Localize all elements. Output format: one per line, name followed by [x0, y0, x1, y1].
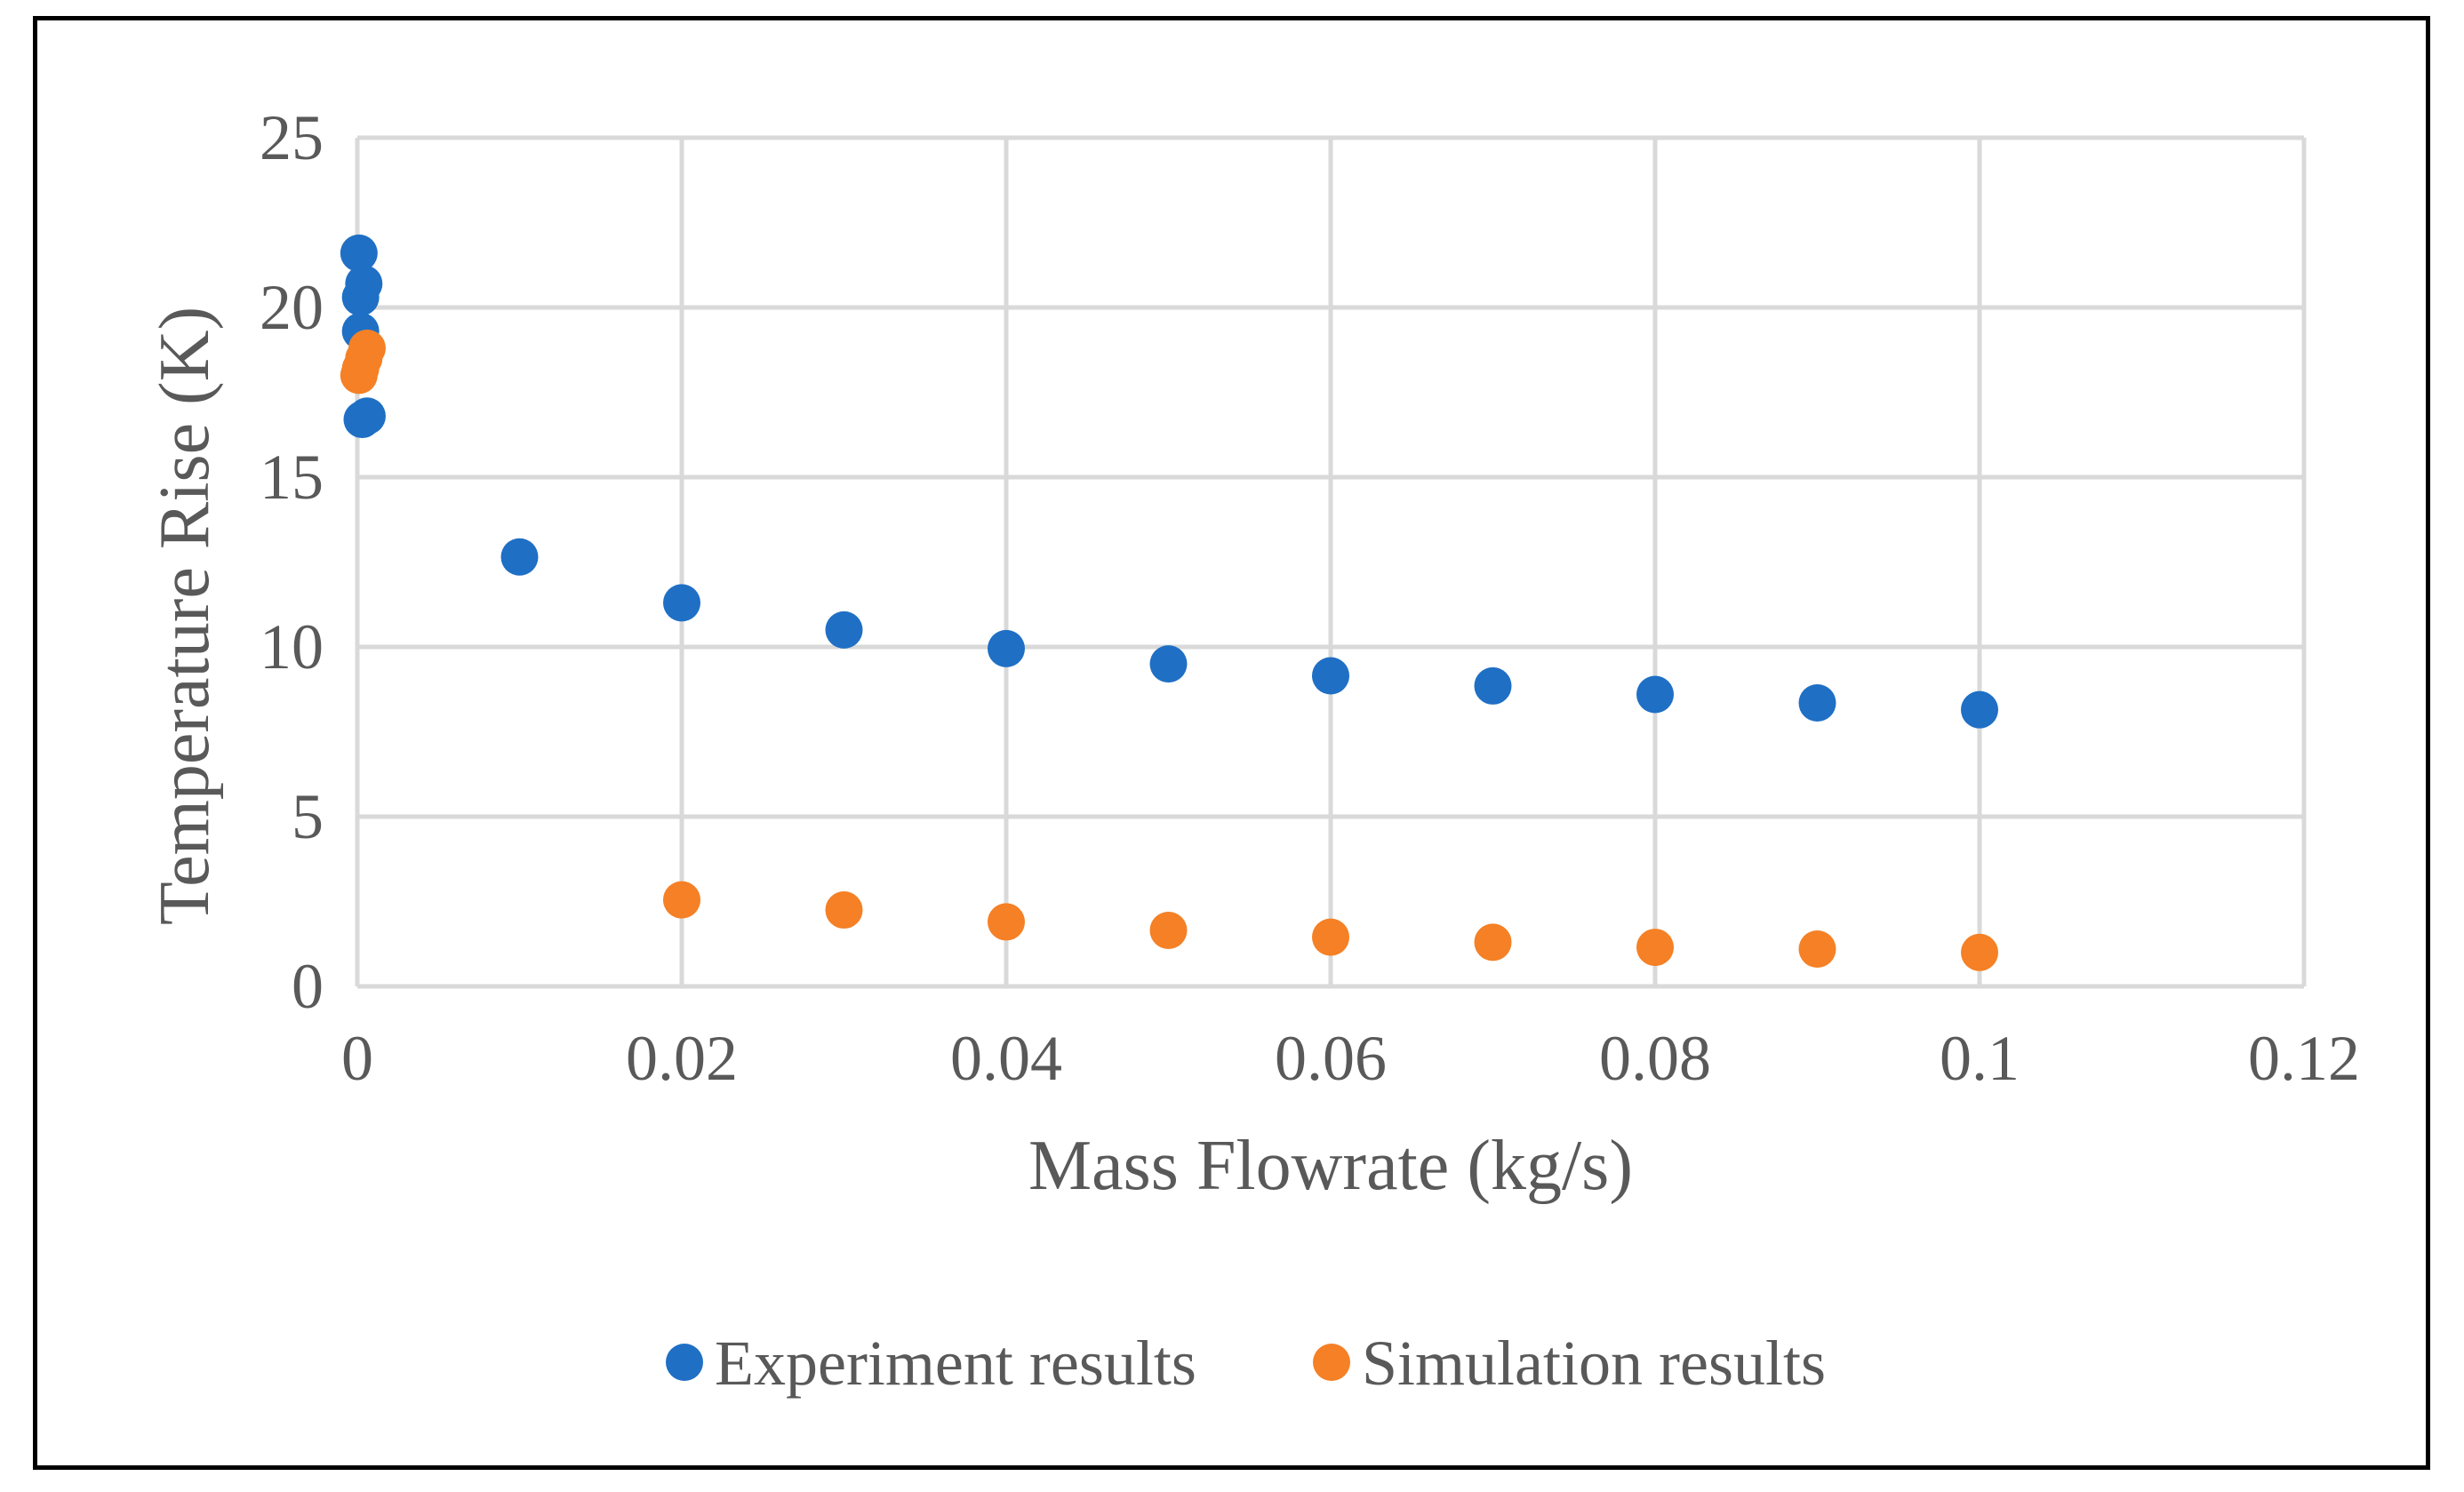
experiment-point [341, 278, 380, 316]
experiment-point [1798, 684, 1836, 722]
y-axis-title: Temperature Rise (K) [146, 307, 224, 925]
y-tick-label: 20 [260, 272, 324, 343]
experiment-point [825, 610, 863, 649]
experiment-point [1961, 690, 1998, 729]
simulation-point [1312, 918, 1349, 956]
x-axis-title: Mass Flowrate (kg/s) [1028, 1127, 1633, 1205]
y-tick-label: 10 [260, 611, 324, 682]
experiment-point [988, 629, 1025, 667]
simulation-point [1149, 911, 1188, 949]
experiment-point [1312, 657, 1349, 695]
chart-frame: 0 5 10 15 20 25 0 0.02 0.04 0.06 0.08 0.1 0.12 Mass … [33, 16, 2430, 1470]
y-tick-label: 5 [292, 781, 324, 852]
simulation-point [663, 881, 700, 919]
simulation-point [988, 903, 1025, 941]
y-tick-label: 0 [292, 951, 324, 1022]
legend: Experiment results Simulation results [666, 1328, 1826, 1399]
simulation-point [1961, 933, 1998, 971]
x-tick-label: 0.12 [2248, 1023, 2360, 1094]
simulation-point [1474, 923, 1512, 961]
x-tick-label: 0.1 [1940, 1023, 2020, 1094]
experiment-point [343, 401, 381, 439]
legend-marker-experiment [666, 1344, 703, 1381]
tick-labels: 0 5 10 15 20 25 0 0.02 0.04 0.06 0.08 0.1 0.12 [260, 102, 2360, 1094]
simulation-point [825, 891, 863, 930]
simulation-point [1798, 930, 1836, 968]
x-tick-label: 0 [341, 1023, 373, 1094]
y-tick-label: 25 [260, 102, 324, 173]
legend-label-experiment: Experiment results [715, 1328, 1196, 1399]
experiment-point [340, 234, 378, 272]
legend-label-simulation: Simulation results [1362, 1328, 1826, 1399]
data-points [340, 234, 1998, 971]
experiment-point [1149, 645, 1188, 683]
y-tick-label: 15 [260, 442, 324, 513]
legend-marker-simulation [1313, 1344, 1350, 1381]
x-tick-label: 0.04 [950, 1023, 1062, 1094]
x-tick-label: 0.06 [1275, 1023, 1387, 1094]
experiment-point [1636, 675, 1674, 714]
experiment-point [663, 584, 700, 622]
experiment-point [1474, 666, 1512, 705]
scatter-chart: 0 5 10 15 20 25 0 0.02 0.04 0.06 0.08 0.1 0.12 Mass … [146, 102, 2360, 1399]
simulation-point [1636, 929, 1674, 967]
x-tick-label: 0.08 [1599, 1023, 1711, 1094]
x-tick-label: 0.02 [626, 1023, 738, 1094]
experiment-point [500, 538, 539, 576]
simulation-point [340, 356, 378, 395]
gridlines [357, 135, 2307, 986]
